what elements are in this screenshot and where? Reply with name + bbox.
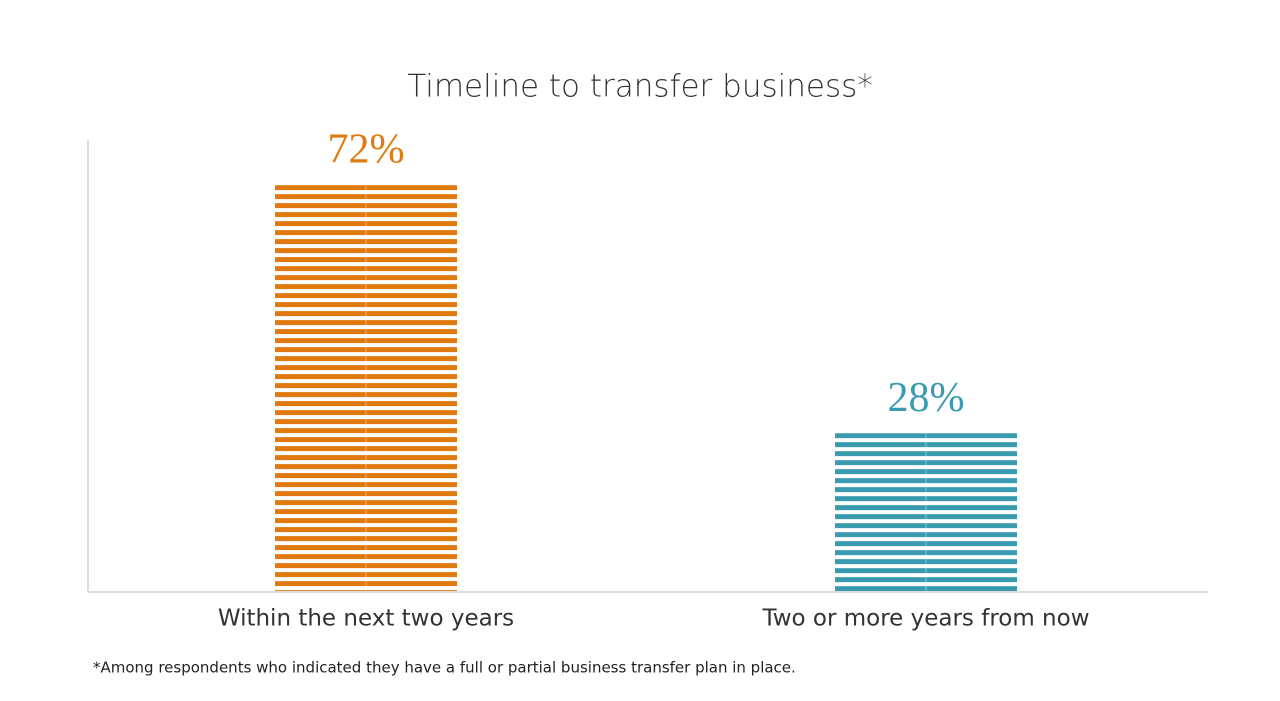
footnote: *Among respondents who indicated they ha…	[93, 659, 796, 677]
value-label: 72%	[328, 127, 405, 173]
bar	[275, 185, 457, 591]
value-label: 28%	[888, 375, 965, 421]
bar	[835, 433, 1017, 591]
x-tick-label: Two or more years from now	[761, 606, 1089, 632]
chart-title: Timeline to transfer business*	[407, 69, 873, 105]
x-tick-label: Within the next two years	[218, 606, 514, 632]
